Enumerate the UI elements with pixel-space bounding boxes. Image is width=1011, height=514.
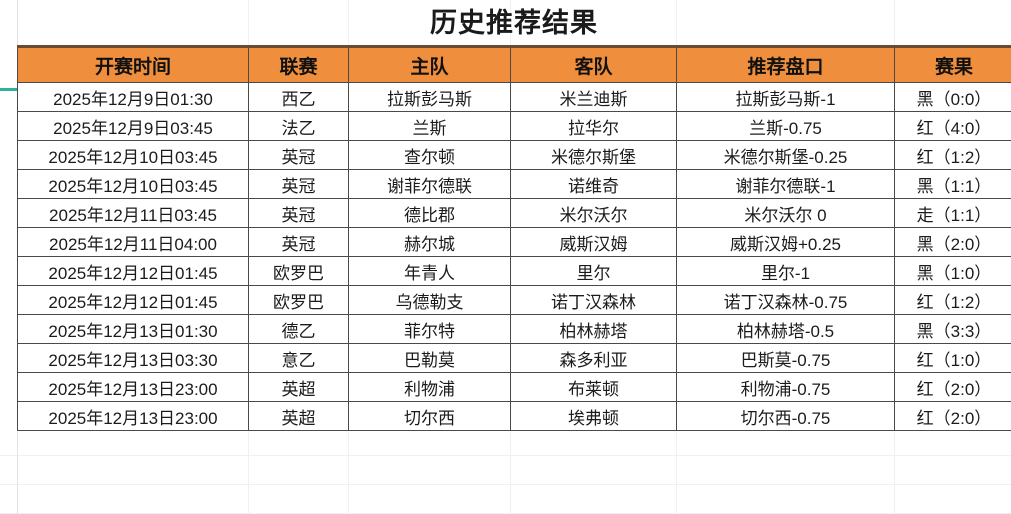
cell-time[interactable]: 2025年12月9日03:45 (17, 111, 249, 141)
page-title: 历史推荐结果 (430, 8, 598, 38)
cell-league[interactable]: 欧罗巴 (248, 256, 349, 286)
column-header-league[interactable]: 联赛 (248, 45, 349, 83)
cell-result[interactable]: 红（1:2） (894, 285, 1011, 315)
cell-home[interactable]: 赫尔城 (348, 227, 511, 257)
cell-time[interactable]: 2025年12月13日23:00 (17, 401, 249, 431)
cell-league[interactable]: 英冠 (248, 169, 349, 199)
cell-line[interactable]: 里尔-1 (676, 256, 895, 286)
cell-time[interactable]: 2025年12月9日01:30 (17, 82, 249, 112)
cell-time[interactable]: 2025年12月13日01:30 (17, 314, 249, 344)
cell-line[interactable]: 拉斯彭马斯-1 (676, 82, 895, 112)
cell-away[interactable]: 里尔 (510, 256, 677, 286)
cell-league[interactable]: 法乙 (248, 111, 349, 141)
column-header-home[interactable]: 主队 (348, 45, 511, 83)
row-selection-tick (0, 88, 17, 91)
cell-line[interactable]: 柏林赫塔-0.5 (676, 314, 895, 344)
cell-league[interactable]: 英超 (248, 401, 349, 431)
cell-league[interactable]: 英冠 (248, 227, 349, 257)
cell-home[interactable]: 德比郡 (348, 198, 511, 228)
cell-league[interactable]: 英冠 (248, 140, 349, 170)
table-row[interactable]: 2025年12月13日23:00 英超 切尔西 埃弗顿 切尔西-0.75 红（2:0） (17, 401, 1011, 431)
sheet-gridline-row (0, 484, 1011, 485)
cell-result[interactable]: 黑（1:1） (894, 169, 1011, 199)
cell-home[interactable]: 利物浦 (348, 372, 511, 402)
cell-away[interactable]: 柏林赫塔 (510, 314, 677, 344)
cell-home[interactable]: 乌德勒支 (348, 285, 511, 315)
cell-line[interactable]: 谢菲尔德联-1 (676, 169, 895, 199)
column-header-time[interactable]: 开赛时间 (17, 45, 249, 83)
table-row[interactable]: 2025年12月12日01:45 欧罗巴 年青人 里尔 里尔-1 黑（1:0） (17, 256, 1011, 286)
table-row[interactable]: 2025年12月10日03:45 英冠 查尔顿 米德尔斯堡 米德尔斯堡-0.25 红（1:… (17, 140, 1011, 170)
cell-league[interactable]: 英冠 (248, 198, 349, 228)
cell-line[interactable]: 威斯汉姆+0.25 (676, 227, 895, 257)
cell-time[interactable]: 2025年12月10日03:45 (17, 169, 249, 199)
cell-result[interactable]: 走（1:1） (894, 198, 1011, 228)
cell-line[interactable]: 诺丁汉森林-0.75 (676, 285, 895, 315)
cell-away[interactable]: 布莱顿 (510, 372, 677, 402)
cell-time[interactable]: 2025年12月10日03:45 (17, 140, 249, 170)
cell-result[interactable]: 红（1:0） (894, 343, 1011, 373)
table-row[interactable]: 2025年12月13日01:30 德乙 菲尔特 柏林赫塔 柏林赫塔-0.5 黑（3:3） (17, 314, 1011, 344)
table-row[interactable]: 2025年12月11日03:45 英冠 德比郡 米尔沃尔 米尔沃尔 0 走（1:1） (17, 198, 1011, 228)
cell-result[interactable]: 黑（1:0） (894, 256, 1011, 286)
cell-line[interactable]: 米德尔斯堡-0.25 (676, 140, 895, 170)
table-row[interactable]: 2025年12月11日04:00 英冠 赫尔城 威斯汉姆 威斯汉姆+0.25 黑（2:0） (17, 227, 1011, 257)
table-row[interactable]: 2025年12月10日03:45 英冠 谢菲尔德联 诺维奇 谢菲尔德联-1 黑（1:1） (17, 169, 1011, 199)
sheet-gridline-row (0, 455, 1011, 456)
cell-time[interactable]: 2025年12月12日01:45 (17, 285, 249, 315)
cell-line[interactable]: 兰斯-0.75 (676, 111, 895, 141)
table-header-row: 开赛时间 联赛 主队 客队 推荐盘口 赛果 (17, 45, 1011, 83)
column-header-away[interactable]: 客队 (510, 45, 677, 83)
cell-line[interactable]: 利物浦-0.75 (676, 372, 895, 402)
cell-line[interactable]: 米尔沃尔 0 (676, 198, 895, 228)
cell-away[interactable]: 诺丁汉森林 (510, 285, 677, 315)
cell-result[interactable]: 红（1:2） (894, 140, 1011, 170)
cell-away[interactable]: 埃弗顿 (510, 401, 677, 431)
cell-time[interactable]: 2025年12月13日03:30 (17, 343, 249, 373)
cell-result[interactable]: 黑（3:3） (894, 314, 1011, 344)
cell-league[interactable]: 西乙 (248, 82, 349, 112)
cell-home[interactable]: 巴勒莫 (348, 343, 511, 373)
cell-home[interactable]: 拉斯彭马斯 (348, 82, 511, 112)
table-row[interactable]: 2025年12月13日03:30 意乙 巴勒莫 森多利亚 巴斯莫-0.75 红（1:0） (17, 343, 1011, 373)
cell-time[interactable]: 2025年12月12日01:45 (17, 256, 249, 286)
cell-home[interactable]: 切尔西 (348, 401, 511, 431)
cell-home[interactable]: 菲尔特 (348, 314, 511, 344)
table-row[interactable]: 2025年12月9日01:30 西乙 拉斯彭马斯 米兰迪斯 拉斯彭马斯-1 黑（0:0） (17, 82, 1011, 112)
cell-result[interactable]: 黑（2:0） (894, 227, 1011, 257)
cell-result[interactable]: 红（4:0） (894, 111, 1011, 141)
cell-league[interactable]: 英超 (248, 372, 349, 402)
cell-result[interactable]: 红（2:0） (894, 372, 1011, 402)
cell-time[interactable]: 2025年12月11日04:00 (17, 227, 249, 257)
table-row[interactable]: 2025年12月9日03:45 法乙 兰斯 拉华尔 兰斯-0.75 红（4:0） (17, 111, 1011, 141)
history-results-table: 开赛时间 联赛 主队 客队 推荐盘口 赛果 2025年12月9日01:30 西乙拉… (17, 45, 1011, 431)
cell-away[interactable]: 米德尔斯堡 (510, 140, 677, 170)
cell-home[interactable]: 谢菲尔德联 (348, 169, 511, 199)
cell-league[interactable]: 意乙 (248, 343, 349, 373)
table-body: 2025年12月9日01:30 西乙 拉斯彭马斯 米兰迪斯 拉斯彭马斯-1 黑（0:0） 2… (17, 82, 1011, 431)
column-header-line[interactable]: 推荐盘口 (676, 45, 895, 83)
cell-time[interactable]: 2025年12月13日23:00 (17, 372, 249, 402)
cell-time[interactable]: 2025年12月11日03:45 (17, 198, 249, 228)
cell-line[interactable]: 切尔西-0.75 (676, 401, 895, 431)
cell-home[interactable]: 兰斯 (348, 111, 511, 141)
cell-result[interactable]: 黑（0:0） (894, 82, 1011, 112)
column-header-result[interactable]: 赛果 (894, 45, 1011, 83)
cell-line[interactable]: 巴斯莫-0.75 (676, 343, 895, 373)
cell-league[interactable]: 欧罗巴 (248, 285, 349, 315)
cell-home[interactable]: 查尔顿 (348, 140, 511, 170)
cell-away[interactable]: 米尔沃尔 (510, 198, 677, 228)
cell-away[interactable]: 威斯汉姆 (510, 227, 677, 257)
cell-away[interactable]: 森多利亚 (510, 343, 677, 373)
cell-league[interactable]: 德乙 (248, 314, 349, 344)
table-row[interactable]: 2025年12月13日23:00 英超 利物浦 布莱顿 利物浦-0.75 红（2:0） (17, 372, 1011, 402)
cell-home[interactable]: 年青人 (348, 256, 511, 286)
cell-away[interactable]: 拉华尔 (510, 111, 677, 141)
cell-away[interactable]: 米兰迪斯 (510, 82, 677, 112)
cell-away[interactable]: 诺维奇 (510, 169, 677, 199)
table-row[interactable]: 2025年12月12日01:45 欧罗巴 乌德勒支 诺丁汉森林 诺丁汉森林-0.75 红（… (17, 285, 1011, 315)
cell-result[interactable]: 红（2:0） (894, 401, 1011, 431)
